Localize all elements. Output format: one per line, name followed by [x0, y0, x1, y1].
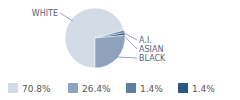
slice-label: BLACK: [139, 54, 166, 63]
leader-line: [60, 13, 73, 21]
chart: WHITE A.I.ASIANBLACK 70.8% 26.4% 1.4% 1.4%: [0, 0, 240, 100]
slice-label: WHITE: [32, 9, 58, 18]
legend-swatch: [68, 83, 78, 93]
leader-line: [123, 34, 137, 49]
slice-labels: WHITE A.I.ASIANBLACK: [32, 9, 166, 63]
legend-label: 1.4%: [192, 84, 215, 94]
legend-label: 26.4%: [82, 84, 111, 94]
pie: [65, 8, 125, 68]
slice-label: ASIAN: [139, 45, 163, 54]
legend-swatch: [8, 83, 18, 93]
legend-swatch: [126, 83, 136, 93]
slice-label: A.I.: [139, 36, 152, 45]
leader-line: [116, 57, 137, 58]
legend-label: 1.4%: [140, 84, 163, 94]
legend: 70.8% 26.4% 1.4% 1.4%: [8, 83, 215, 94]
legend-label: 70.8%: [22, 84, 51, 94]
pie-slice: [95, 35, 125, 68]
legend-swatch: [178, 83, 188, 93]
